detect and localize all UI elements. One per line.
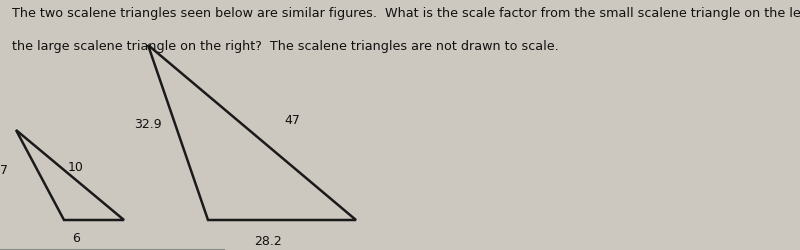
Text: The two scalene triangles seen below are similar figures.  What is the scale fac: The two scalene triangles seen below are…: [12, 8, 800, 20]
Text: 32.9: 32.9: [134, 118, 162, 132]
Text: 7: 7: [0, 164, 8, 176]
Text: 28.2: 28.2: [254, 235, 282, 248]
Text: the large scalene triangle on the right?  The scalene triangles are not drawn to: the large scalene triangle on the right?…: [12, 40, 558, 53]
Text: 6: 6: [72, 232, 80, 245]
Text: 47: 47: [284, 114, 300, 126]
Text: 10: 10: [68, 161, 84, 174]
